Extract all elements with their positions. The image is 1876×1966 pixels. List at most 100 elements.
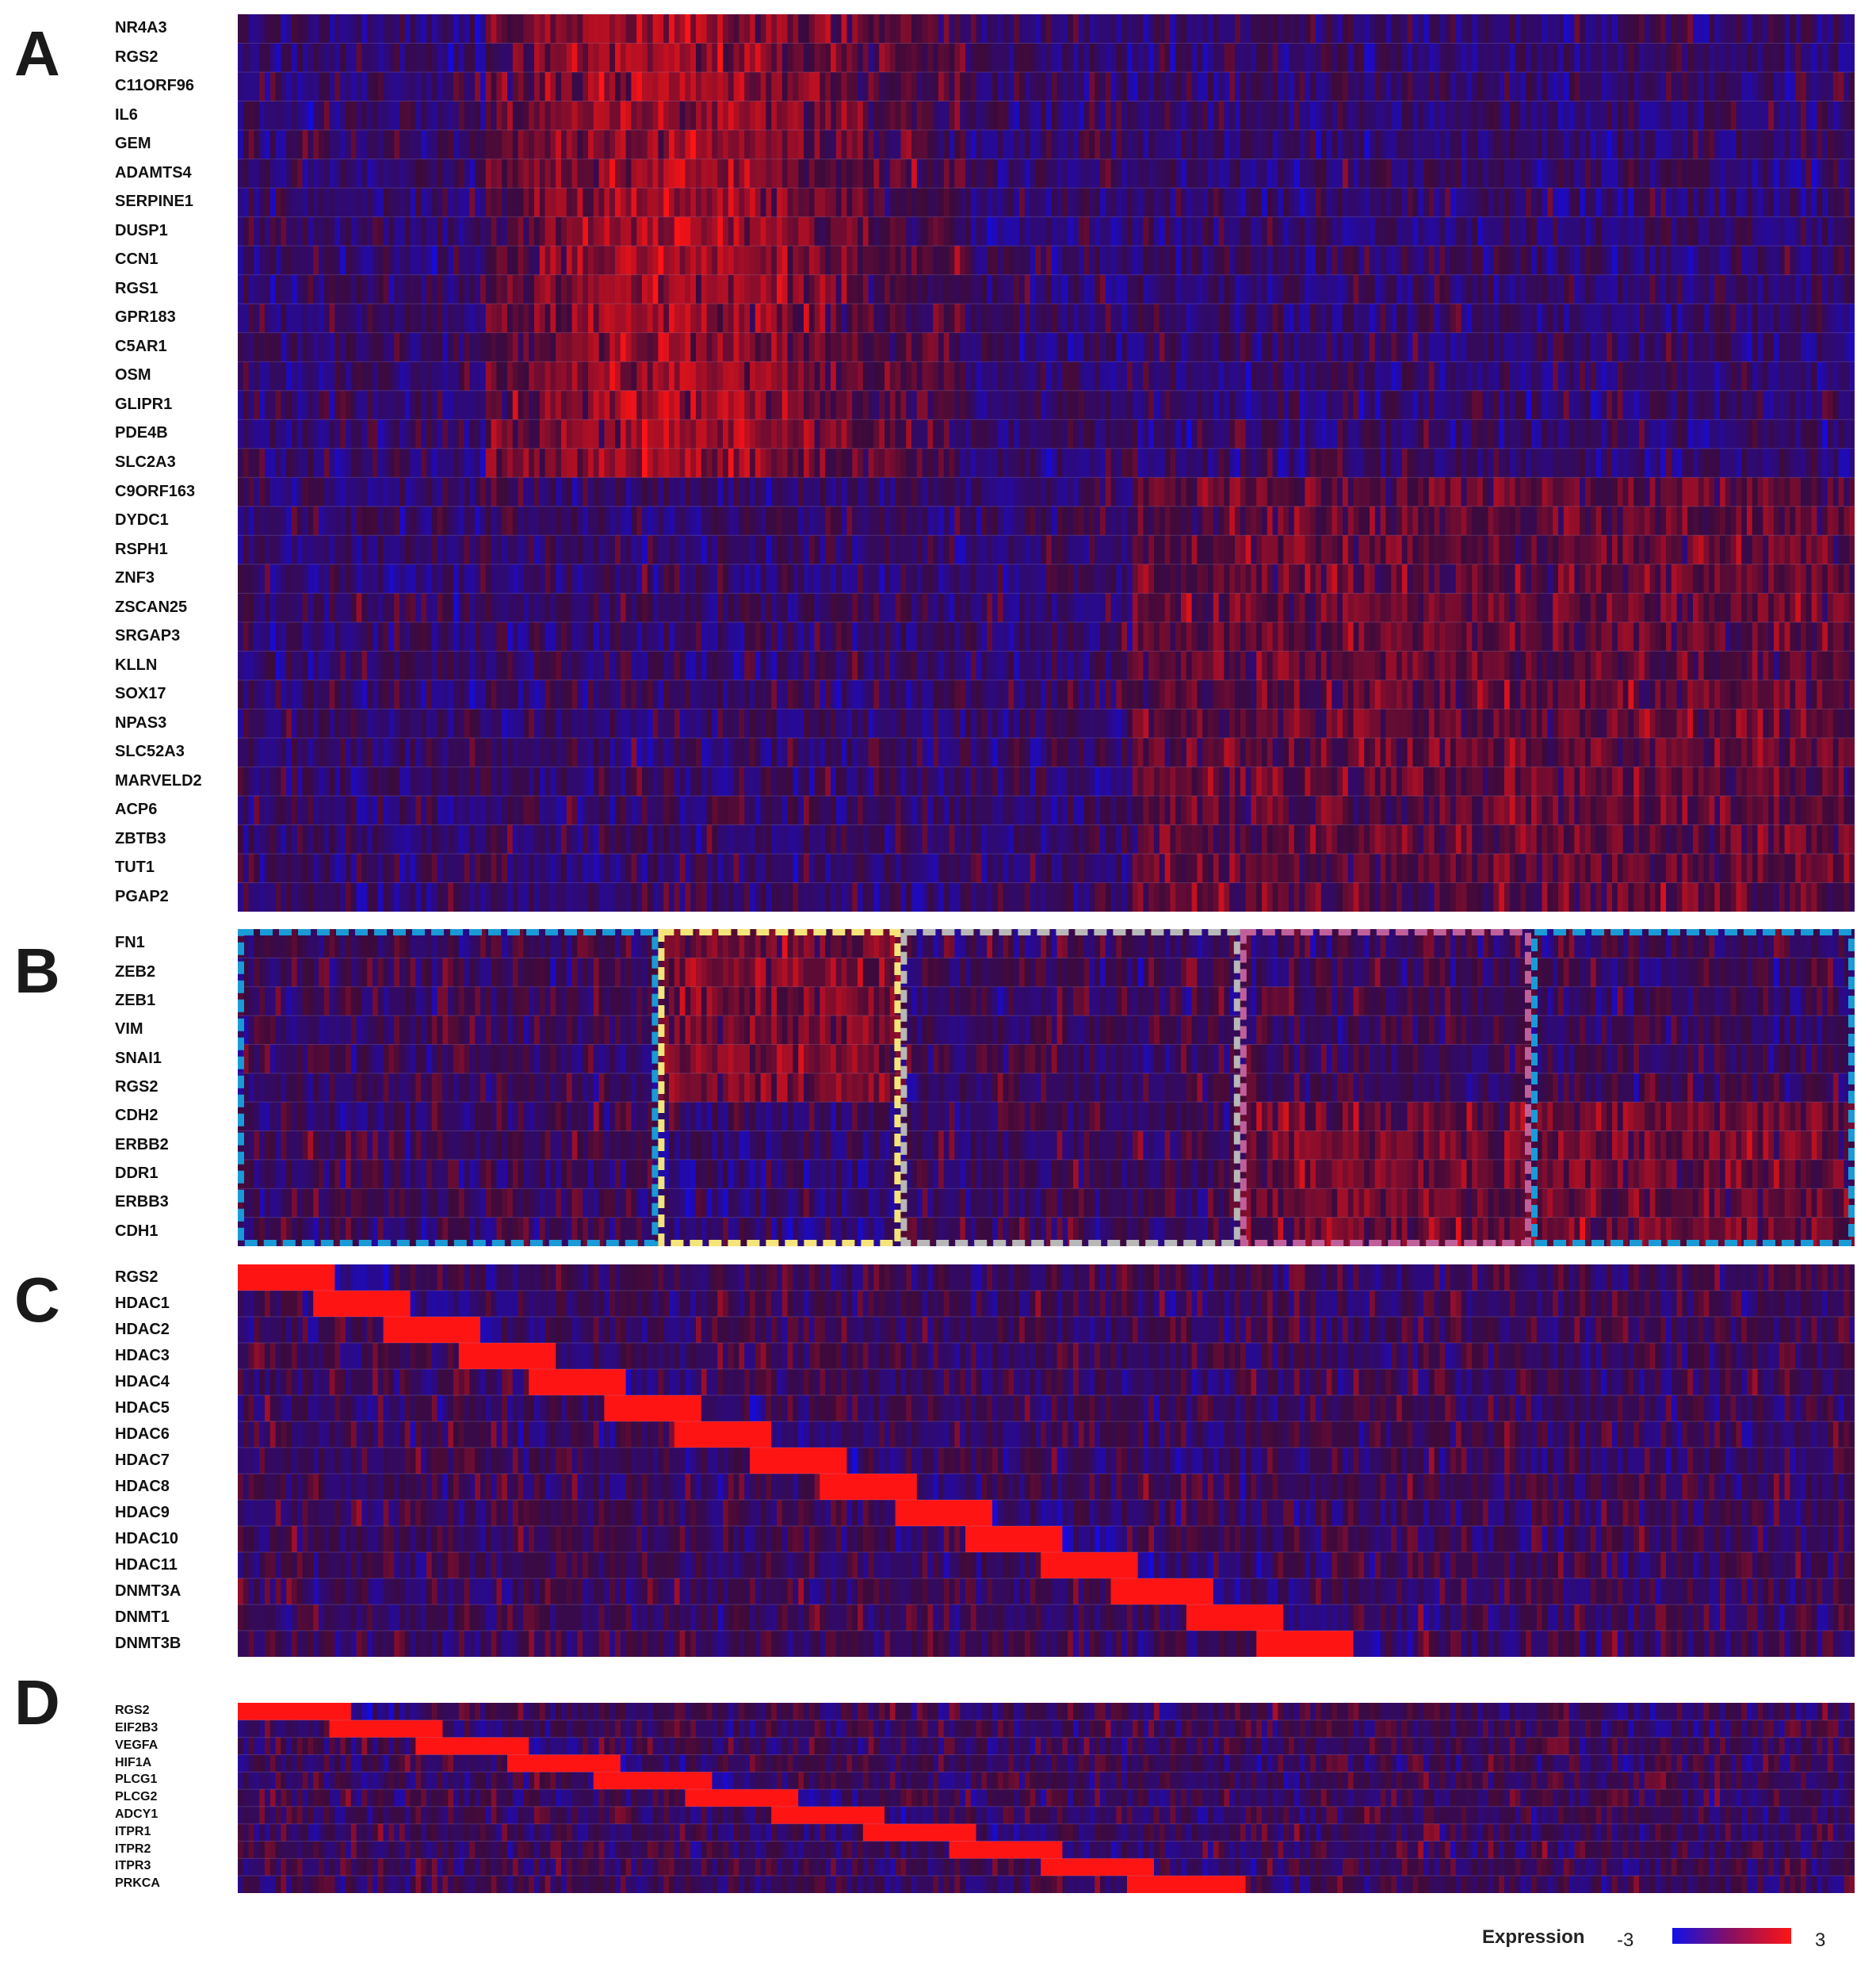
heatmap-cell	[858, 390, 864, 420]
heatmap-cell	[1003, 216, 1009, 247]
heatmap-cell	[329, 188, 335, 218]
heatmap-cell	[1078, 419, 1085, 449]
heatmap-cell	[808, 304, 816, 334]
heatmap-cell	[1186, 216, 1193, 247]
heatmap-cell	[1164, 390, 1171, 420]
heatmap-cell	[1849, 159, 1855, 189]
heatmap-cell	[604, 246, 610, 276]
heatmap-cell	[1121, 390, 1128, 420]
heatmap-cell	[1439, 390, 1446, 420]
heatmap-cell	[1428, 14, 1435, 44]
heatmap-cell	[475, 188, 481, 218]
heatmap-cell	[1083, 246, 1090, 276]
heatmap-cell	[1089, 390, 1095, 420]
heatmap-cell	[1008, 72, 1014, 102]
heatmap-cell	[1046, 188, 1053, 218]
heatmap-cell	[1725, 419, 1732, 449]
heatmap-cell	[1450, 159, 1457, 189]
heatmap-cell	[458, 332, 465, 362]
gene-label: SLC52A3	[115, 744, 185, 759]
heatmap-cell	[1563, 304, 1570, 334]
heatmap-cell	[1278, 419, 1284, 449]
heatmap-cell	[1186, 188, 1193, 218]
heatmap-cell	[1730, 216, 1737, 247]
heatmap-cell	[1132, 188, 1139, 218]
heatmap-cell	[965, 477, 972, 507]
heatmap-cell	[814, 390, 820, 420]
heatmap-cell	[388, 14, 395, 44]
heatmap-cell	[313, 419, 319, 449]
heatmap-cell	[388, 130, 395, 160]
heatmap-cell	[340, 390, 346, 420]
heatmap-cell	[862, 332, 869, 362]
heatmap-cell	[583, 332, 589, 362]
heatmap-cell	[323, 14, 330, 44]
heatmap-cell	[949, 390, 955, 420]
heatmap-cell	[561, 390, 567, 420]
heatmap-cell	[1305, 72, 1311, 102]
heatmap-cell	[852, 477, 858, 507]
heatmap-cell	[1752, 304, 1759, 334]
heatmap-cell	[706, 332, 713, 362]
heatmap-cell	[281, 130, 287, 160]
heatmap-cell	[911, 274, 918, 304]
heatmap-cell	[744, 304, 751, 334]
heatmap-cell	[949, 72, 955, 102]
heatmap-cell	[340, 72, 346, 102]
heatmap-cell	[933, 361, 939, 392]
heatmap-cell	[781, 390, 789, 420]
heatmap-cell	[296, 246, 304, 276]
heatmap-cell	[475, 130, 481, 160]
heatmap-cell	[1595, 304, 1602, 334]
heatmap-cell	[529, 448, 535, 478]
heatmap-cell	[1828, 304, 1834, 334]
heatmap-cell	[728, 43, 735, 73]
heatmap-cell	[862, 304, 869, 334]
heatmap-cell	[1105, 419, 1112, 449]
heatmap-cell	[825, 43, 831, 73]
heatmap-cell	[1493, 101, 1500, 131]
heatmap-cell	[394, 274, 400, 304]
heatmap-cell	[1143, 72, 1149, 102]
heatmap-cell	[771, 390, 778, 420]
heatmap-cell	[625, 216, 632, 247]
heatmap-cell	[1374, 390, 1381, 420]
heatmap-cell	[275, 361, 281, 392]
panel-letter-d: D	[14, 1671, 60, 1735]
heatmap-cell	[1801, 159, 1807, 189]
heatmap-cell	[1289, 159, 1295, 189]
heatmap-cell	[1170, 419, 1176, 449]
heatmap-cell	[922, 361, 928, 392]
heatmap-cell	[1595, 246, 1602, 276]
gene-label: GLIPR1	[115, 396, 172, 412]
heatmap-cell	[1590, 304, 1597, 334]
heatmap-cell	[1466, 274, 1473, 304]
heatmap-cell	[1213, 130, 1220, 160]
heatmap-cell	[1105, 361, 1112, 392]
heatmap-cell	[1380, 390, 1386, 420]
heatmap-cell	[1752, 274, 1759, 304]
heatmap-cell	[588, 477, 594, 507]
heatmap-cell	[1628, 332, 1634, 362]
heatmap-cell	[1482, 448, 1489, 478]
heatmap-cell	[831, 43, 837, 73]
heatmap-cell	[766, 390, 772, 420]
heatmap-cell	[583, 216, 589, 247]
heatmap-cell	[642, 304, 648, 334]
heatmap-cell	[1056, 361, 1063, 392]
heatmap-cell	[1811, 14, 1817, 44]
heatmap-cell	[1110, 130, 1117, 160]
heatmap-cell	[717, 216, 724, 247]
heatmap-cell	[399, 246, 406, 276]
heatmap-cell	[1316, 448, 1322, 478]
heatmap-cell	[879, 159, 885, 189]
heatmap-cell	[254, 43, 260, 73]
heatmap-cell	[1784, 101, 1790, 131]
heatmap-cell	[238, 332, 244, 362]
heatmap-cell	[1175, 246, 1182, 276]
heatmap-cell	[1434, 390, 1440, 420]
heatmap-cell	[1267, 14, 1274, 44]
heatmap-cell	[1267, 304, 1274, 334]
heatmap-cell	[1488, 274, 1494, 304]
heatmap-cell	[879, 101, 885, 131]
